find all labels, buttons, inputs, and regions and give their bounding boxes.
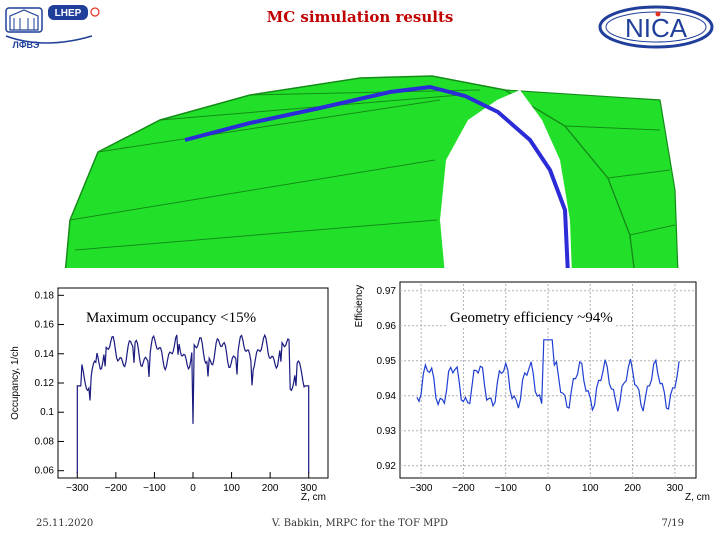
module-seam (74, 219, 438, 251)
efficiency-ytick-label: 0.97 (377, 286, 397, 297)
slide-title: MC simulation results (266, 8, 454, 26)
occupancy-xtick-label: −300 (66, 483, 89, 494)
plots-panel: 0.06 0.08 0.1 0.12 0.14 0.16 0.18 −300 −200 −100… (8, 268, 714, 504)
efficiency-curve (416, 339, 680, 412)
efficiency-ytick-label: 0.95 (377, 356, 397, 367)
occupancy-xlabel: Z, cm (301, 492, 326, 503)
footer-date: 25.11.2020 (36, 518, 94, 529)
footer-author: V. Babkin, MRPC for the TOF MPD (271, 518, 449, 529)
module-seam (69, 159, 436, 221)
occupancy-xtick-label: 300 (300, 483, 317, 494)
lfve-logo-text: ЛФВЭ (13, 40, 40, 50)
occupancy-ytick-label: 0.1 (40, 407, 54, 418)
efficiency-ytick-label: 0.96 (377, 321, 397, 332)
efficiency-plot: 0.92 0.93 0.94 0.95 0.96 0.97 −300 −200 −100 0 10… (354, 281, 710, 503)
mrpc-strip (184, 84, 570, 275)
efficiency-xtick-label: 100 (582, 483, 599, 494)
occupancy-ytick-label: 0.18 (35, 290, 55, 301)
efficiency-xtick-label: 200 (624, 483, 641, 494)
barrel-right-panels (504, 89, 679, 275)
lhep-logo: LHEP ЛФВЭ (5, 5, 100, 50)
efficiency-xtick-label: 0 (545, 483, 551, 494)
module-seam (97, 99, 441, 153)
efficiency-xtick-label: −300 (410, 483, 433, 494)
occupancy-xtick-label: 200 (262, 483, 279, 494)
tof-barrel-geometry-image (64, 75, 679, 275)
occupancy-ytick-label: 0.12 (35, 378, 55, 389)
efficiency-xlabel: Z, cm (685, 492, 710, 503)
occupancy-ytick-label: 0.08 (35, 436, 55, 447)
efficiency-ytick-label: 0.93 (377, 426, 397, 437)
occupancy-plot: 0.06 0.08 0.1 0.12 0.14 0.16 0.18 −300 −200 −100… (10, 287, 329, 503)
slide-header: LHEP ЛФВЭ MC simulation results NICA (0, 0, 720, 52)
efficiency-xtick-label: −100 (494, 483, 517, 494)
occupancy-xtick-label: 0 (190, 483, 196, 494)
occupancy-curve (76, 333, 310, 474)
module-seam (159, 94, 461, 121)
occupancy-xtick-label: −200 (105, 483, 128, 494)
efficiency-ytick-label: 0.92 (377, 461, 397, 472)
occupancy-ylabel: Occupancy, 1/ch (10, 346, 21, 420)
page-number: 7/19 (661, 518, 684, 529)
module-seam (564, 125, 661, 131)
occupancy-xtick-label: −100 (143, 483, 166, 494)
slide-footer: 25.11.2020 V. Babkin, MRPC for the TOF M… (0, 508, 720, 540)
tof-barrel-modules (64, 75, 679, 275)
occupancy-xtick-label: 100 (223, 483, 240, 494)
occupancy-ytick-label: 0.06 (35, 466, 55, 477)
efficiency-ylabel: Efficiency (354, 285, 365, 328)
nica-logo-text: NICA (625, 13, 688, 43)
barrel-inner-bore (440, 90, 572, 275)
module-seam (607, 169, 671, 179)
efficiency-xtick-label: 300 (667, 483, 684, 494)
occupancy-ytick-label: 0.14 (35, 349, 55, 360)
efficiency-ytick-label: 0.94 (377, 391, 397, 402)
occupancy-note: Maximum occupancy <15% (84, 310, 259, 327)
occupancy-ytick-label: 0.16 (35, 320, 55, 331)
efficiency-xtick-label: −200 (452, 483, 475, 494)
efficiency-note: Geometry efficiency ~94% (448, 310, 615, 327)
mrpc-strip-line (184, 84, 570, 275)
lhep-logo-text: LHEP (55, 8, 82, 19)
nica-logo: NICA (598, 5, 714, 49)
module-seam (629, 224, 676, 236)
